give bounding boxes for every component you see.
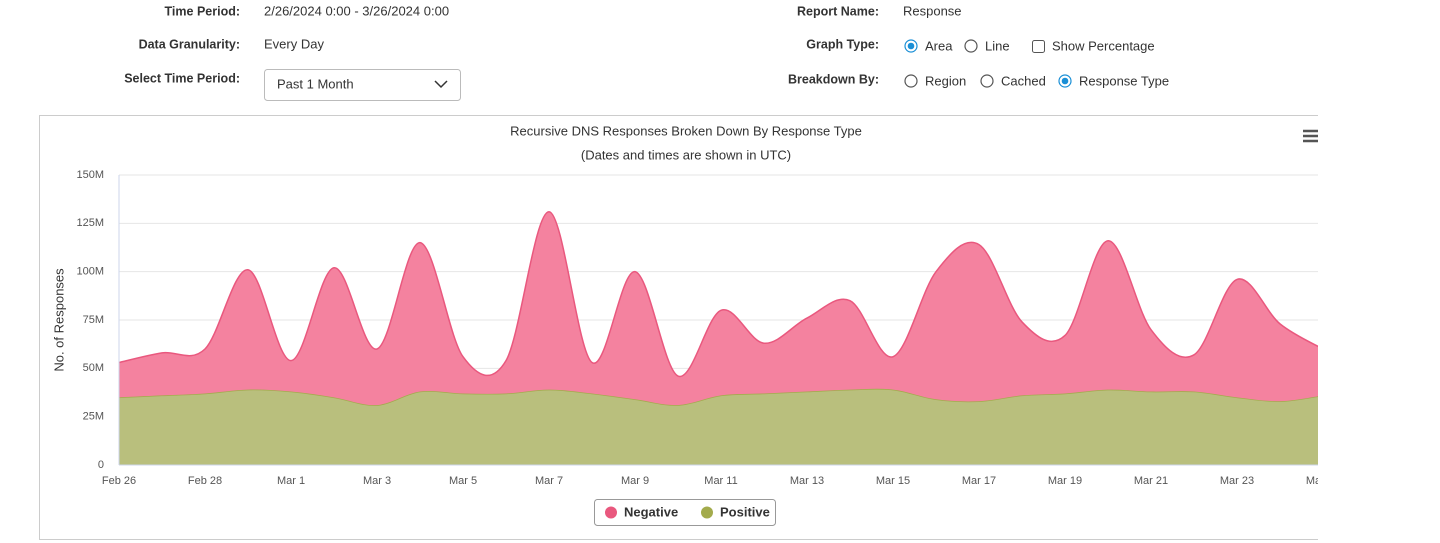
- x-tick-label: Mar 17: [962, 475, 996, 487]
- x-tick-label: Mar 5: [449, 475, 477, 487]
- radio-dot[interactable]: [907, 42, 915, 50]
- y-tick-label: 50M: [83, 362, 104, 374]
- radio[interactable]: [964, 39, 978, 53]
- field-label: Graph Type:: [806, 37, 879, 51]
- x-tick-label: Mar 3: [363, 475, 391, 487]
- chart-subtitle: (Dates and times are shown in UTC): [581, 147, 791, 162]
- y-tick-label: 75M: [83, 314, 104, 326]
- legend-label[interactable]: Positive: [720, 504, 770, 519]
- legend-label[interactable]: Negative: [624, 504, 678, 519]
- x-tick-label: Mar 9: [621, 475, 649, 487]
- field-value: 2/26/2024 0:00 - 3/26/2024 0:00: [264, 3, 449, 18]
- x-tick-label: Feb 28: [188, 475, 222, 487]
- x-tick-label: Mar 1: [277, 475, 305, 487]
- radio-dot[interactable]: [1061, 77, 1069, 85]
- x-tick-label: Feb 26: [102, 475, 136, 487]
- field-label: Report Name:: [797, 4, 879, 18]
- x-tick-label: Mar 11: [704, 475, 737, 487]
- x-tick-label: Mar 15: [876, 475, 910, 487]
- dropdown-value[interactable]: Past 1 Month: [277, 76, 354, 91]
- x-tick-label: Mar 13: [790, 475, 824, 487]
- chart-title: Recursive DNS Responses Broken Down By R…: [510, 123, 862, 138]
- chart: Recursive DNS Responses Broken Down By R…: [39, 115, 1340, 540]
- area: [119, 211, 1318, 406]
- menu-icon[interactable]: [1303, 129, 1318, 143]
- area-line: [118, 210, 1318, 377]
- y-tick-label: 0: [98, 459, 104, 471]
- x-tick-label: Mar 7: [535, 475, 563, 487]
- x-tick-label: Mar 25: [1306, 475, 1340, 487]
- dropdown-arrow[interactable]: [434, 80, 448, 89]
- x-tick-label: Mar 19: [1048, 475, 1082, 487]
- legend-marker[interactable]: [701, 506, 713, 519]
- radio-label[interactable]: Region: [925, 73, 966, 88]
- legend-marker[interactable]: [605, 506, 617, 519]
- radio-label[interactable]: Cached: [1001, 73, 1046, 88]
- checkbox-label[interactable]: Show Percentage: [1052, 38, 1155, 53]
- radio-label[interactable]: Line: [985, 38, 1010, 53]
- field-label: Time Period:: [165, 4, 240, 18]
- radio-label[interactable]: Response Type: [1079, 73, 1169, 88]
- field-label: Breakdown By:: [788, 72, 879, 86]
- y-tick-label: 150M: [76, 169, 104, 181]
- y-tick-label: 100M: [76, 266, 104, 278]
- radio[interactable]: [980, 74, 994, 88]
- x-tick-label: Mar 21: [1134, 475, 1168, 487]
- radio[interactable]: [904, 74, 918, 88]
- field-label: Select Time Period:: [124, 71, 240, 85]
- legend-box: [594, 499, 776, 526]
- x-tick-label: Mar 23: [1220, 475, 1254, 487]
- area: [119, 388, 1318, 465]
- y-axis-title: No. of Responses: [51, 268, 66, 372]
- dropdown[interactable]: [264, 69, 461, 101]
- radio-label[interactable]: Area: [925, 38, 953, 53]
- checkbox[interactable]: [1032, 40, 1045, 53]
- y-tick-label: 25M: [83, 411, 104, 423]
- field-value: Response: [903, 3, 962, 18]
- y-tick-label: 125M: [76, 217, 104, 229]
- field-label: Data Granularity:: [139, 37, 240, 51]
- field-value: Every Day: [264, 36, 324, 51]
